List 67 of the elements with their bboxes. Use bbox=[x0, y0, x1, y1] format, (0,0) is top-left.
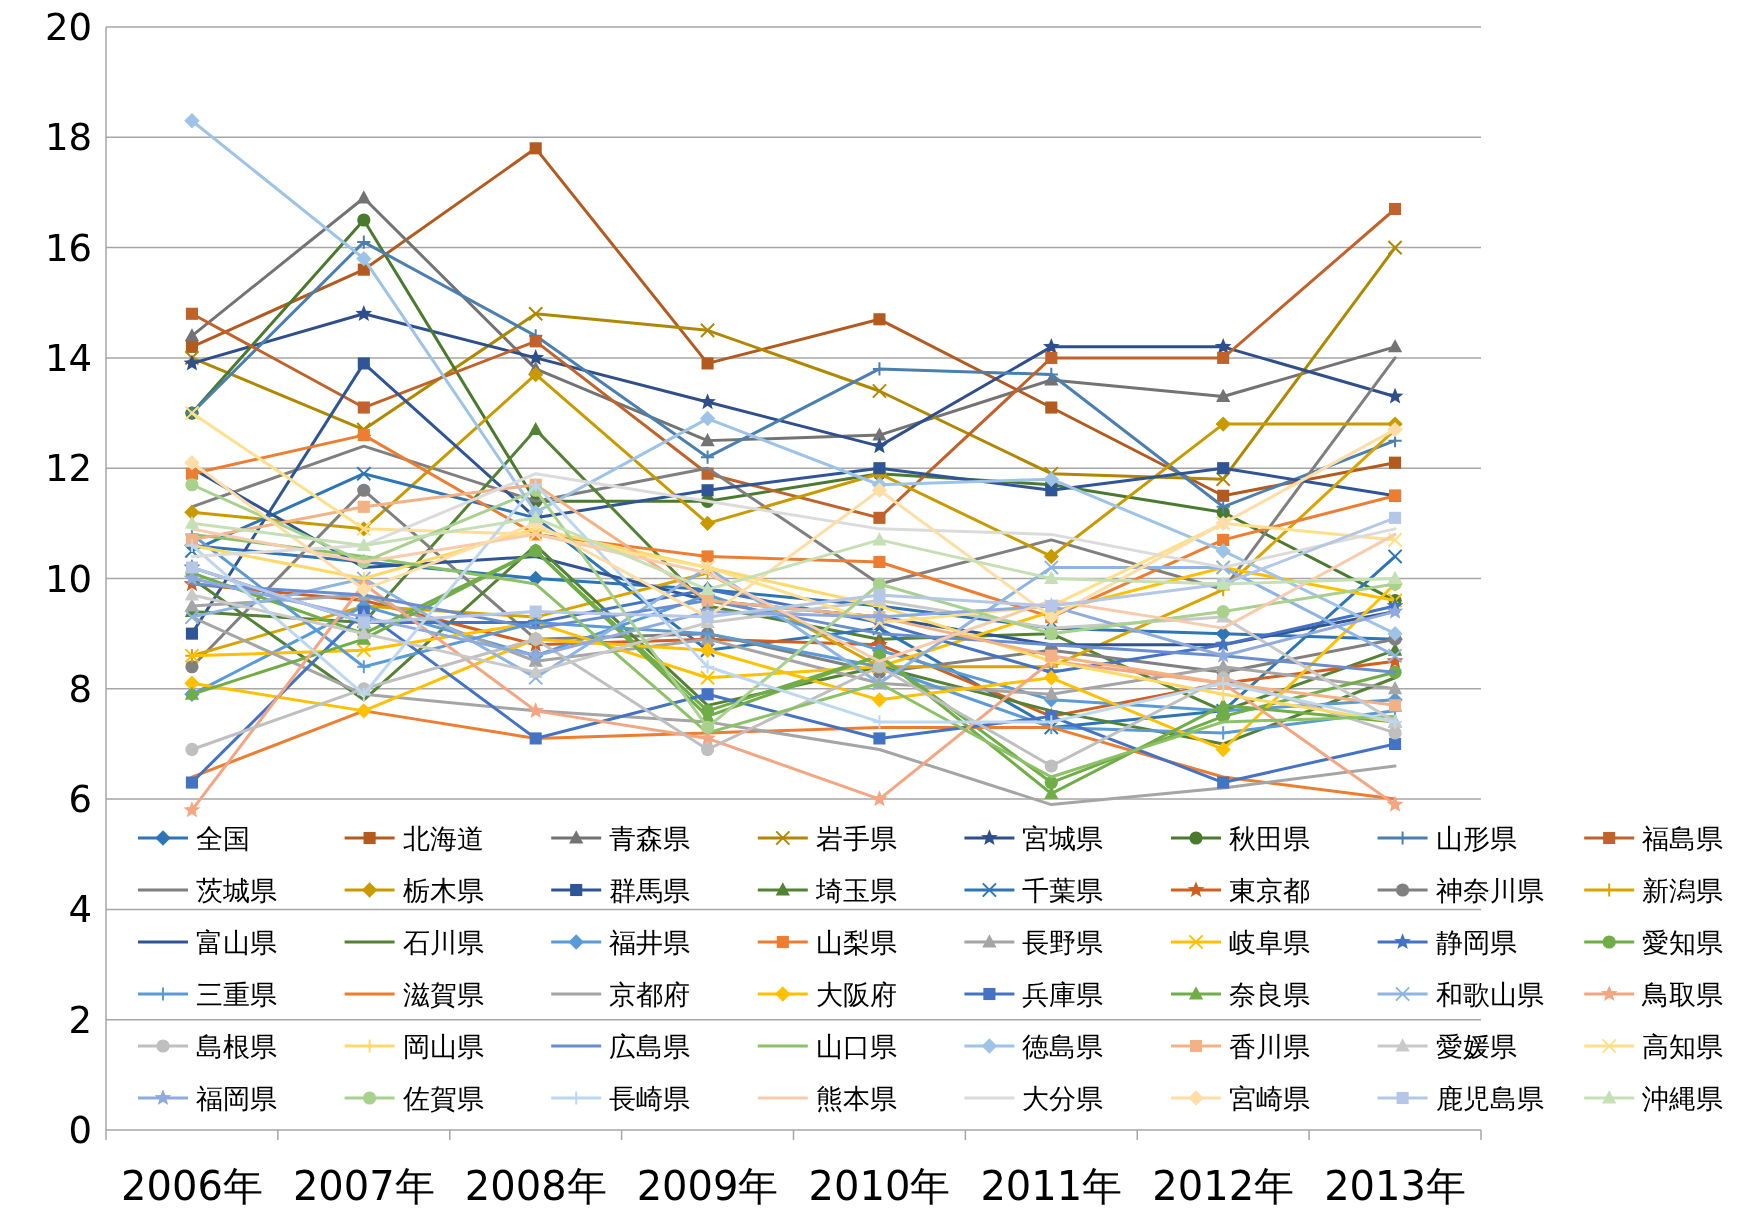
x-tick-label: 2006年 bbox=[121, 1163, 263, 1209]
legend-label: 香川県 bbox=[1229, 1031, 1310, 1062]
legend-label: 沖縄県 bbox=[1642, 1083, 1724, 1114]
legend-label: 新潟県 bbox=[1642, 875, 1724, 906]
x-tick-label: 2010年 bbox=[808, 1163, 951, 1209]
legend-label: 静岡県 bbox=[1435, 927, 1517, 958]
y-tick-label: 2 bbox=[68, 998, 92, 1042]
legend-label: 全国 bbox=[196, 823, 250, 854]
legend-label: 秋田県 bbox=[1229, 823, 1310, 854]
legend-label: 宮崎県 bbox=[1229, 1083, 1310, 1114]
legend-label: 京都府 bbox=[609, 979, 691, 1010]
legend-label: 大阪府 bbox=[815, 979, 897, 1010]
legend-label: 三重県 bbox=[196, 979, 277, 1010]
x-tick-label: 2013年 bbox=[1324, 1163, 1466, 1209]
y-tick-label: 6 bbox=[68, 778, 92, 822]
legend-label: 島根県 bbox=[196, 1031, 277, 1062]
legend-label: 鹿児島県 bbox=[1435, 1083, 1544, 1114]
x-tick-label: 2012年 bbox=[1152, 1163, 1295, 1209]
legend-label: 岐阜県 bbox=[1229, 927, 1310, 958]
x-tick-label: 2007年 bbox=[292, 1163, 435, 1209]
legend-label: 青森県 bbox=[609, 823, 691, 854]
y-tick-label: 20 bbox=[44, 6, 92, 49]
y-tick-label: 16 bbox=[44, 226, 92, 270]
legend-label: 宮城県 bbox=[1022, 823, 1104, 854]
legend-label: 和歌山県 bbox=[1435, 979, 1544, 1010]
legend-label: 大分県 bbox=[1022, 1083, 1104, 1114]
y-tick-label: 18 bbox=[44, 116, 92, 160]
legend-label: 長崎県 bbox=[609, 1083, 691, 1114]
legend-label: 福井県 bbox=[609, 927, 691, 958]
legend-label: 奈良県 bbox=[1229, 979, 1310, 1010]
legend-label: 栃木県 bbox=[402, 875, 484, 906]
legend-label: 鳥取県 bbox=[1641, 979, 1724, 1010]
legend-label: 徳島県 bbox=[1022, 1031, 1104, 1062]
x-tick-label: 2008年 bbox=[464, 1163, 607, 1209]
legend-label: 福岡県 bbox=[196, 1083, 277, 1114]
legend-label: 岡山県 bbox=[402, 1031, 484, 1062]
y-tick-label: 10 bbox=[44, 557, 92, 601]
legend-label: 愛媛県 bbox=[1435, 1031, 1517, 1062]
legend-label: 愛知県 bbox=[1642, 927, 1724, 958]
legend-label: 広島県 bbox=[609, 1031, 691, 1062]
legend-label: 山梨県 bbox=[815, 927, 897, 958]
x-tick-label: 2011年 bbox=[980, 1163, 1123, 1209]
legend-label: 神奈川県 bbox=[1435, 875, 1544, 906]
legend-label: 長野県 bbox=[1022, 927, 1104, 958]
legend-label: 岩手県 bbox=[815, 823, 897, 854]
legend-label: 佐賀県 bbox=[402, 1083, 484, 1114]
legend-label: 埼玉県 bbox=[814, 875, 897, 906]
legend-label: 山口県 bbox=[815, 1031, 897, 1062]
x-tick-label: 2009年 bbox=[636, 1163, 779, 1209]
y-tick-label: 4 bbox=[68, 888, 92, 932]
legend-label: 滋賀県 bbox=[402, 979, 484, 1010]
legend-label: 茨城県 bbox=[196, 875, 277, 906]
y-tick-label: 14 bbox=[44, 336, 92, 380]
legend-label: 高知県 bbox=[1642, 1031, 1724, 1062]
legend-label: 兵庫県 bbox=[1022, 979, 1104, 1010]
legend-label: 富山県 bbox=[196, 927, 277, 958]
legend-label: 熊本県 bbox=[815, 1083, 897, 1114]
y-tick-label: 0 bbox=[68, 1109, 92, 1152]
legend-label: 東京都 bbox=[1229, 875, 1310, 906]
legend-label: 千葉県 bbox=[1022, 875, 1104, 906]
y-tick-label: 8 bbox=[68, 667, 92, 711]
legend-label: 山形県 bbox=[1435, 823, 1517, 854]
legend-label: 石川県 bbox=[402, 927, 484, 958]
y-tick-label: 12 bbox=[44, 447, 92, 491]
legend-label: 福島県 bbox=[1642, 823, 1724, 854]
legend-label: 北海道 bbox=[402, 823, 484, 854]
legend-label: 群馬県 bbox=[609, 875, 691, 906]
